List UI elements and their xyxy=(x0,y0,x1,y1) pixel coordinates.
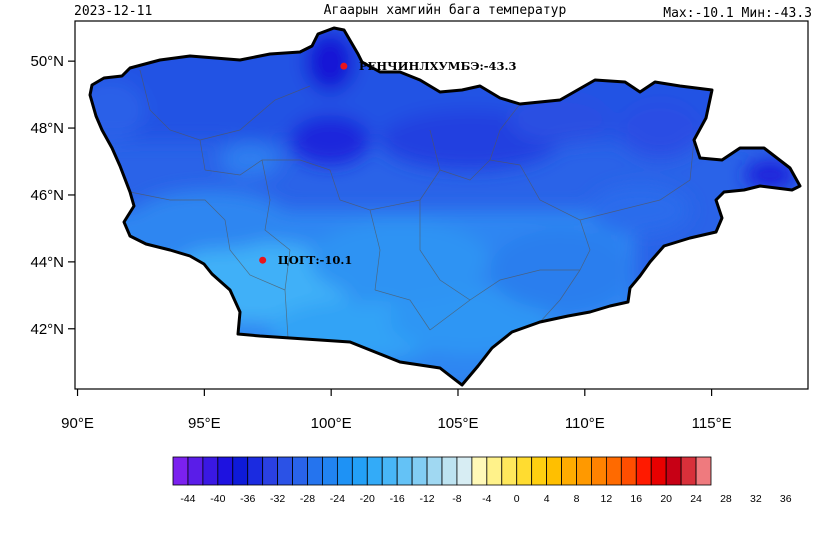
colorbar-swatch xyxy=(426,456,443,486)
colorbar-label: 20 xyxy=(660,493,672,505)
lon-tick-label: 100°E xyxy=(311,415,352,432)
colorbar-swatch xyxy=(561,456,577,486)
colorbar-label: 28 xyxy=(720,493,732,505)
colorbar-label: 4 xyxy=(544,493,550,505)
colorbar-label: 32 xyxy=(750,493,762,505)
colorbar-swatch xyxy=(471,456,488,486)
colorbar-label: -44 xyxy=(180,493,195,505)
colorbar-swatch xyxy=(336,456,353,486)
colorbar-label: 16 xyxy=(630,493,642,505)
colorbar-swatch xyxy=(217,456,234,486)
map-extremes: Max:-10.1 Мин:-43.3 xyxy=(663,6,812,21)
colorbar-label: 12 xyxy=(601,493,613,505)
colorbar-label: -16 xyxy=(390,493,405,505)
colorbar-swatch xyxy=(172,456,189,486)
colorbar-swatch xyxy=(486,456,503,486)
colorbar-swatch xyxy=(620,456,637,486)
colorbar-swatch xyxy=(202,456,219,486)
colorbar-swatch xyxy=(232,456,249,486)
colorbar-swatch xyxy=(292,456,308,486)
lon-tick-label: 105°E xyxy=(437,415,478,432)
map-title: Агаарын хамгийн бага температур xyxy=(324,3,567,18)
map-date: 2023-12-11 xyxy=(74,4,152,19)
lat-tick-label: 50°N xyxy=(30,53,64,70)
colorbar-swatch xyxy=(441,456,458,486)
colorbar-swatch xyxy=(411,456,428,486)
colorbar-swatch xyxy=(605,456,622,486)
station-dot xyxy=(340,62,348,70)
colorbar-swatch xyxy=(396,456,413,486)
colorbar-label: -8 xyxy=(452,493,461,505)
colorbar-label: 24 xyxy=(690,493,702,505)
colorbar-swatch xyxy=(277,456,293,486)
colorbar-swatch xyxy=(187,456,204,486)
colorbar: -44 -40 -36 -32 -28 -24 -20 -16 -12 -8 -4 0 4 8 12 16 20… xyxy=(172,456,792,505)
station-dot xyxy=(259,256,267,264)
colorbar-swatch xyxy=(351,456,368,486)
map-axes: 90°E 95°E 100°E 105°E 110°E 115°E 50°N 48°N 46°N… xyxy=(30,53,731,432)
colorbar-label: -32 xyxy=(270,493,285,505)
colorbar-swatch xyxy=(322,456,338,486)
lon-tick-label: 95°E xyxy=(188,415,221,432)
colorbar-swatch xyxy=(262,456,279,486)
colorbar-swatch xyxy=(546,456,562,486)
colorbar-label: -4 xyxy=(482,493,491,505)
temperature-field xyxy=(90,28,800,385)
colorbar-label: -12 xyxy=(419,493,434,505)
colorbar-swatch xyxy=(501,456,518,486)
colorbar-swatch xyxy=(247,456,264,486)
colorbar-label: 0 xyxy=(514,493,520,505)
colorbar-swatch xyxy=(665,456,682,486)
colorbar-swatch xyxy=(366,456,383,486)
lat-tick-label: 44°N xyxy=(30,254,64,271)
station-label: РЕНЧИНЛХУМБЭ:-43.3 xyxy=(359,59,517,73)
lat-tick-label: 46°N xyxy=(30,187,64,204)
colorbar-swatch xyxy=(381,456,398,486)
lat-tick-label: 48°N xyxy=(30,120,64,137)
colorbar-swatch xyxy=(650,456,667,486)
colorbar-swatch xyxy=(576,456,592,486)
colorbar-label: -20 xyxy=(360,493,375,505)
colorbar-swatch xyxy=(516,456,533,486)
colorbar-swatch xyxy=(695,456,712,486)
lat-tick-label: 42°N xyxy=(30,321,64,338)
plot-frame xyxy=(74,20,809,390)
lon-tick-label: 110°E xyxy=(565,415,605,432)
colorbar-swatch xyxy=(680,456,697,486)
colorbar-swatch xyxy=(531,456,548,486)
mongolia-border xyxy=(88,26,802,387)
lon-tick-label: 115°E xyxy=(692,415,732,432)
colorbar-label: -24 xyxy=(330,493,345,505)
lon-tick-label: 90°E xyxy=(61,415,94,432)
colorbar-swatch xyxy=(456,456,473,486)
colorbar-label: -36 xyxy=(240,493,255,505)
province-boundaries xyxy=(129,69,695,339)
colorbar-label: 36 xyxy=(780,493,792,505)
colorbar-swatch xyxy=(307,456,323,486)
colorbar-swatch xyxy=(635,456,652,486)
colorbar-label: -40 xyxy=(210,493,225,505)
colorbar-swatch xyxy=(591,456,607,486)
colorbar-label: -28 xyxy=(300,493,315,505)
colorbar-label: 8 xyxy=(574,493,580,505)
station-label: ЦОГТ:-10.1 xyxy=(278,253,353,267)
station-markers: РЕНЧИНЛХУМБЭ:-43.3 ЦОГТ:-10.1 xyxy=(259,59,517,267)
